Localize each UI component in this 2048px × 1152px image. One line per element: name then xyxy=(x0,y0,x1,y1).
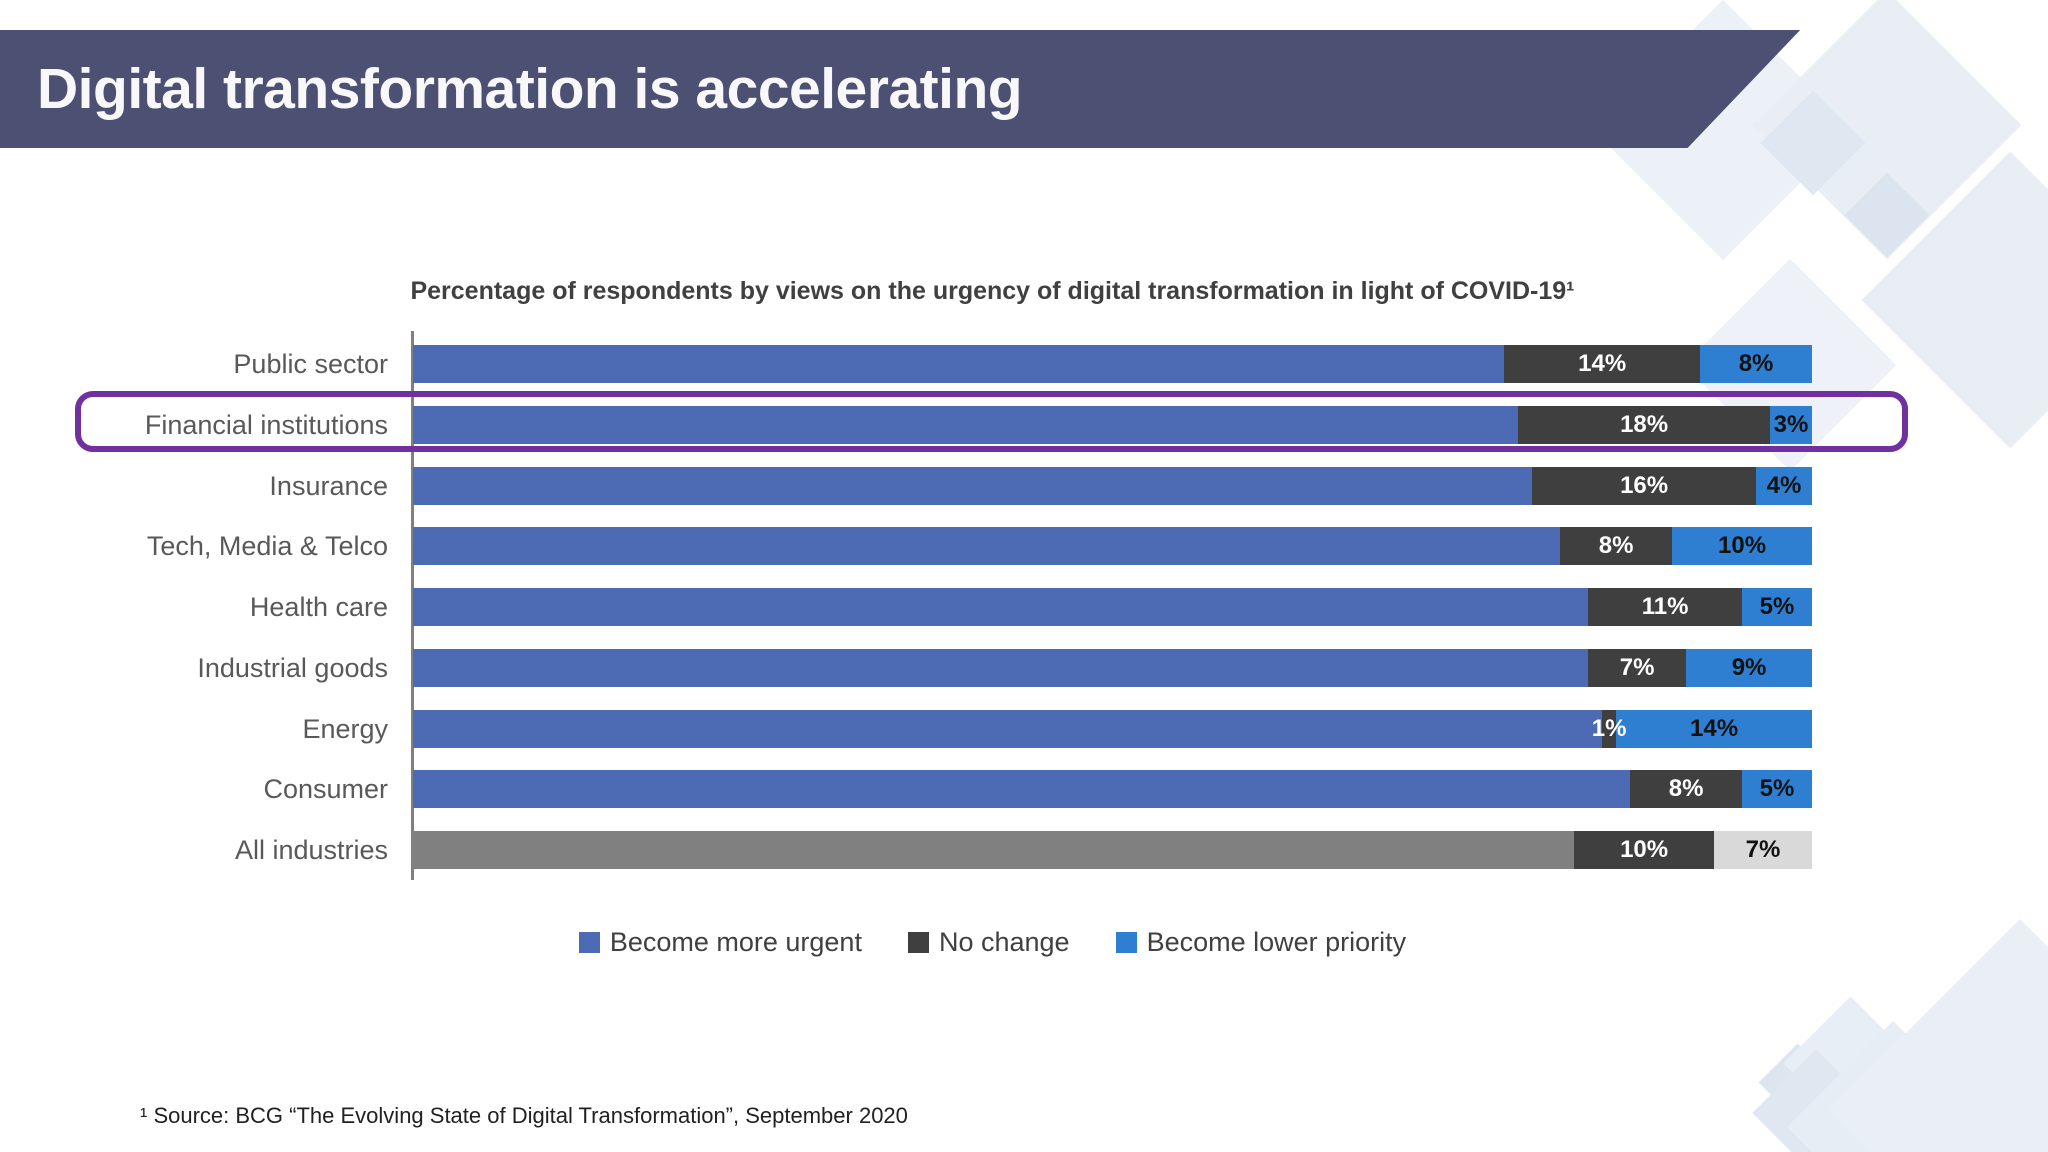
data-label: 10% xyxy=(1718,532,1767,559)
data-label: 10% xyxy=(1620,836,1669,863)
bar-segment: 14% xyxy=(1504,345,1701,383)
bar-segment xyxy=(413,710,1603,748)
bar-segment: 9% xyxy=(1686,649,1812,687)
chart-row: Tech, Media & Telco 8% 10% xyxy=(0,527,2048,565)
legend-item: Become more urgent xyxy=(578,927,862,958)
data-label: 1% xyxy=(1591,715,1627,742)
category-label: Public sector xyxy=(233,349,388,379)
chart-row: Insurance 16% 4% xyxy=(0,467,2048,505)
data-label: 7% xyxy=(1745,836,1781,863)
bar-segment xyxy=(413,527,1561,565)
stacked-bar: 10% 7% xyxy=(413,831,1812,869)
source-note: ¹ Source: BCG “The Evolving State of Dig… xyxy=(140,1103,908,1128)
data-label: 3% xyxy=(1773,411,1809,438)
bar-segment: 14% xyxy=(1616,710,1812,748)
stacked-bar: 7% 9% xyxy=(413,649,1812,687)
data-label: 5% xyxy=(1759,593,1795,620)
category-label: Insurance xyxy=(269,471,388,501)
data-label: 11% xyxy=(1641,593,1689,620)
bar-segment: 1% xyxy=(1592,710,1626,748)
legend-swatch-icon xyxy=(578,932,600,953)
bar-segment xyxy=(413,770,1631,808)
data-label: 5% xyxy=(1759,775,1795,802)
data-label: 8% xyxy=(1668,775,1704,802)
bar-segment: 10% xyxy=(1672,527,1812,565)
bar-segment: 5% xyxy=(1742,588,1812,626)
bar-segment: 8% xyxy=(1560,527,1673,565)
bar-segment xyxy=(413,831,1575,869)
y-axis-line xyxy=(411,331,414,880)
bar-segment xyxy=(413,649,1589,687)
category-label: All industries xyxy=(234,835,388,865)
data-label: 18% xyxy=(1620,411,1669,438)
bar-segment xyxy=(413,588,1589,626)
bar-segment: 7% xyxy=(1588,649,1687,687)
chart-row: Consumer 8% 5% xyxy=(0,770,2048,808)
bar-segment: 8% xyxy=(1700,345,1812,383)
chart-title: Percentage of respondents by views on th… xyxy=(410,277,1575,305)
legend-label: No change xyxy=(938,927,1070,957)
data-label: 14% xyxy=(1578,350,1627,377)
data-label: 8% xyxy=(1598,532,1634,559)
bar-segment: 16% xyxy=(1532,467,1757,505)
bar-segment: 4% xyxy=(1756,467,1812,505)
category-label: Health care xyxy=(249,592,388,622)
stacked-bar: 11% 5% xyxy=(413,588,1812,626)
legend-item: No change xyxy=(907,927,1070,958)
category-label: Financial institutions xyxy=(144,410,388,440)
stacked-bar: 18% 3% xyxy=(413,406,1812,444)
category-label: Energy xyxy=(302,714,388,744)
chart-legend: Become more urgent No change Become lower … xyxy=(75,927,1910,958)
bar-segment: 18% xyxy=(1518,406,1771,444)
slide-title: Digital transformation is accelerating xyxy=(37,57,1023,121)
legend-swatch-icon xyxy=(907,932,929,953)
bar-segment: 11% xyxy=(1588,588,1743,626)
chart-row: Industrial goods 7% 9% xyxy=(0,649,2048,687)
bar-segment: 10% xyxy=(1574,831,1715,869)
data-label: 14% xyxy=(1690,715,1739,742)
data-label: 7% xyxy=(1619,654,1655,681)
category-label: Industrial goods xyxy=(197,653,388,683)
bar-segment xyxy=(413,467,1533,505)
bar-segment: 8% xyxy=(1630,770,1743,808)
stacked-bar: 1% 14% xyxy=(413,710,1812,748)
category-label: Tech, Media & Telco xyxy=(146,531,388,561)
highlight-annotation xyxy=(75,391,1908,452)
legend-item: Become lower priority xyxy=(1115,927,1407,958)
data-label: 4% xyxy=(1766,472,1802,499)
data-label: 8% xyxy=(1738,350,1774,377)
chart-row: Financial institutions 18% 3% xyxy=(0,406,2048,444)
bar-segment xyxy=(413,406,1519,444)
stacked-bar: 8% 5% xyxy=(413,770,1812,808)
stacked-bar: 8% 10% xyxy=(413,527,1812,565)
bar-segment: 5% xyxy=(1742,770,1812,808)
legend-swatch-icon xyxy=(1115,932,1137,953)
header-band: Digital transformation is accelerating xyxy=(0,30,1801,148)
chart-row: Public sector 14% 8% xyxy=(0,345,2048,383)
data-label: 9% xyxy=(1731,654,1767,681)
legend-label: Become more urgent xyxy=(609,927,862,957)
bar-segment: 7% xyxy=(1714,831,1812,869)
chart-row: Energy 1% 14% xyxy=(0,710,2048,748)
chart-row: All industries 10% 7% xyxy=(0,831,2048,869)
legend-label: Become lower priority xyxy=(1146,927,1407,957)
stacked-bar: 14% 8% xyxy=(413,345,1812,383)
data-label: 16% xyxy=(1620,472,1669,499)
stacked-bar: 16% 4% xyxy=(413,467,1812,505)
bar-segment: 3% xyxy=(1770,406,1812,444)
chart-row: Health care 11% 5% xyxy=(0,588,2048,626)
category-label: Consumer xyxy=(263,774,388,804)
bar-segment xyxy=(413,345,1505,383)
